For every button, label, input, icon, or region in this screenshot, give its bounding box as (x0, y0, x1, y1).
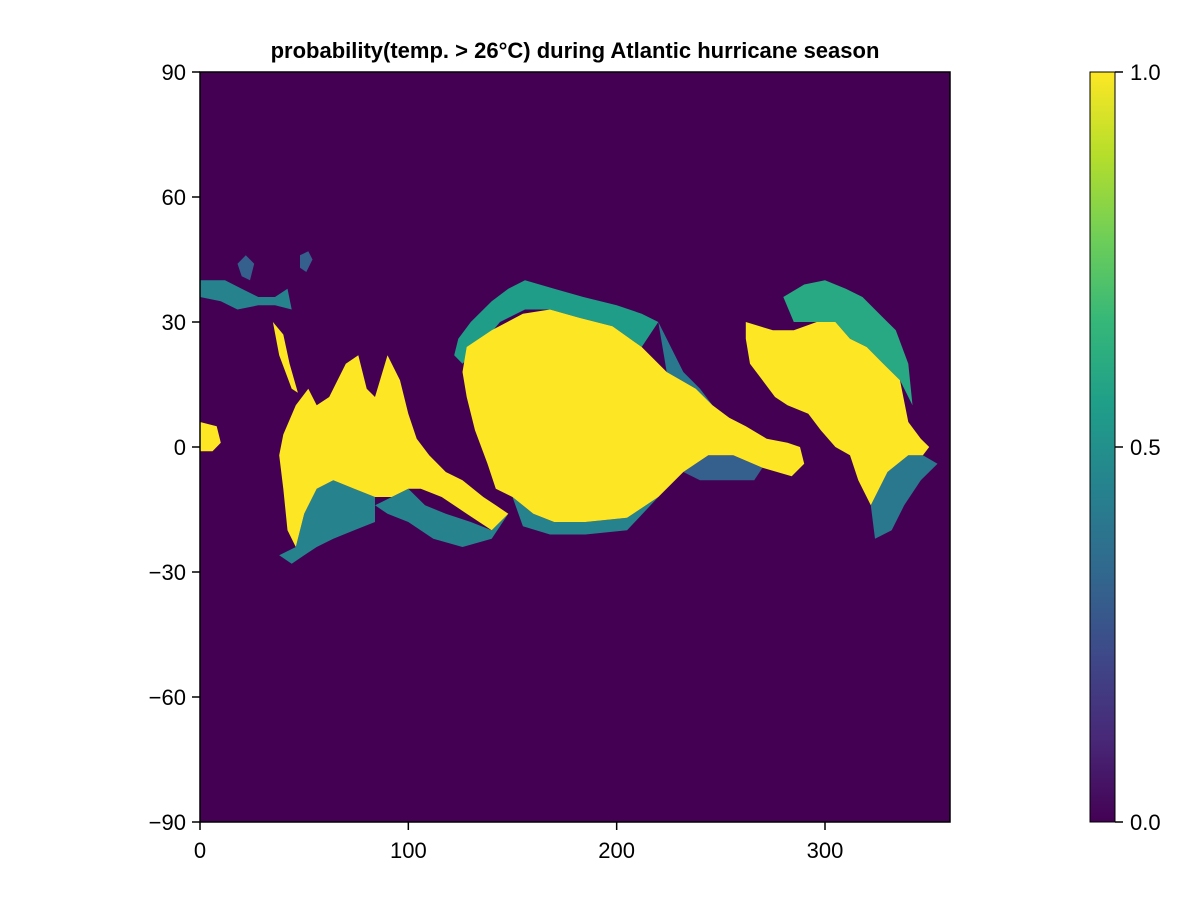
heatmap-region (870, 455, 938, 539)
heatmap-region (745, 322, 930, 506)
heatmap-region (683, 455, 763, 481)
heatmap-region (375, 488, 509, 547)
colorbar-tick-label: 0.5 (1130, 435, 1161, 460)
heatmap-region (658, 322, 713, 406)
heatmap-region (200, 280, 292, 310)
x-tick-label: 200 (598, 838, 635, 863)
colorbar: 0.0 0.5 1.0 (1089, 60, 1161, 835)
plot-area (199, 71, 951, 823)
colorbar-tick-label: 1.0 (1130, 60, 1161, 85)
colorbar-tick-label: 0.0 (1130, 810, 1161, 835)
heatmap-region (512, 497, 659, 535)
y-tick-label: 90 (162, 60, 186, 85)
heatmap-region (279, 480, 375, 564)
y-axis: 90 60 30 0 −30 −60 −90 (149, 60, 200, 835)
y-tick-label: −90 (149, 810, 186, 835)
y-tick-label: −30 (149, 560, 186, 585)
chart-title: probability(temp. > 26°C) during Atlanti… (271, 38, 880, 63)
heatmap-regions (200, 251, 938, 564)
heatmap-region (237, 255, 255, 281)
heatmap-region (272, 322, 298, 393)
x-tick-label: 100 (390, 838, 427, 863)
heatmap-region (300, 251, 313, 272)
x-axis: 0 100 200 300 (194, 822, 843, 863)
heatmap-region (462, 309, 805, 522)
heatmap-region (783, 280, 913, 406)
x-tick-label: 300 (807, 838, 844, 863)
heatmap-region (454, 280, 525, 364)
y-tick-label: 30 (162, 310, 186, 335)
x-tick-label: 0 (194, 838, 206, 863)
y-tick-label: 0 (174, 435, 186, 460)
y-tick-label: −60 (149, 685, 186, 710)
heatmap-region (200, 422, 221, 452)
heatmap-region (525, 280, 659, 347)
y-tick-label: 60 (162, 185, 186, 210)
colorbar-gradient (1089, 71, 1116, 823)
colorbar-ticks: 0.0 0.5 1.0 (1115, 60, 1161, 835)
heatmap-region (279, 355, 509, 547)
